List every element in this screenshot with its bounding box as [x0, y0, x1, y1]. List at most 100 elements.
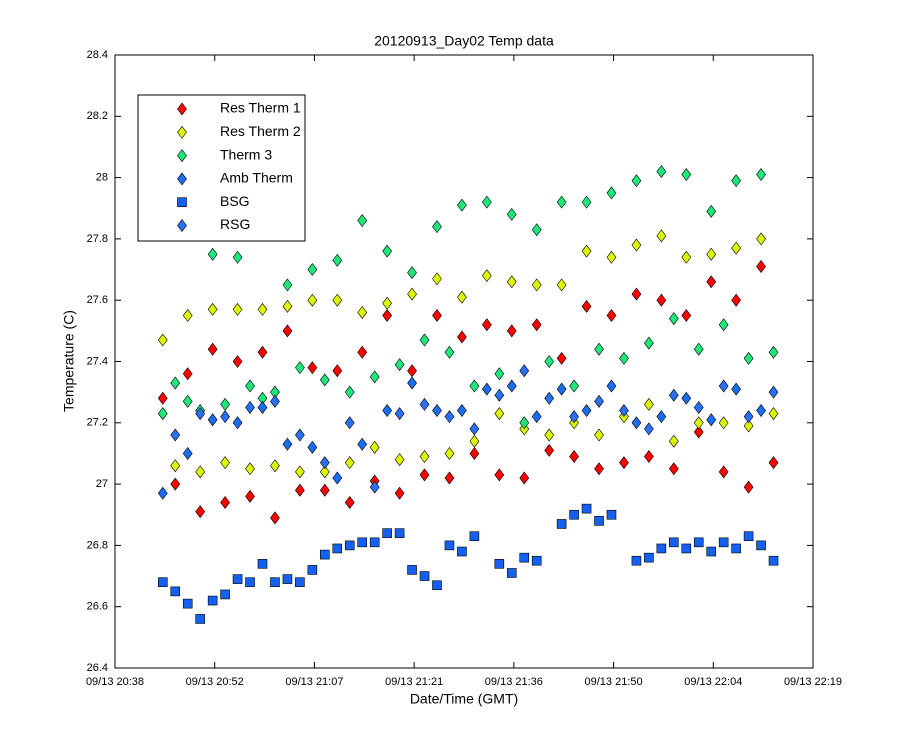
- legend-marker: [177, 172, 187, 186]
- x-tick-label: 09/13 21:21: [385, 676, 443, 688]
- marker: [668, 434, 679, 448]
- marker: [656, 293, 667, 307]
- marker: [344, 385, 355, 399]
- marker: [631, 238, 642, 252]
- marker: [531, 223, 542, 237]
- marker: [332, 293, 343, 307]
- marker: [606, 509, 617, 520]
- legend-marker: [177, 149, 187, 163]
- marker: [419, 397, 430, 411]
- marker: [768, 345, 779, 359]
- x-tick-label: 09/13 22:19: [784, 676, 842, 688]
- x-tick-label: 09/13 21:36: [485, 676, 543, 688]
- marker: [232, 250, 243, 264]
- marker: [419, 333, 430, 347]
- marker: [631, 416, 642, 430]
- marker: [182, 446, 193, 460]
- y-tick-label: 27.4: [87, 355, 108, 367]
- y-tick-label: 27.8: [87, 233, 108, 245]
- x-tick-label: 09/13 20:38: [86, 676, 144, 688]
- marker: [157, 333, 168, 347]
- marker: [506, 324, 517, 338]
- marker: [594, 428, 604, 442]
- marker: [743, 410, 754, 424]
- marker: [394, 407, 405, 421]
- marker: [644, 450, 654, 464]
- marker: [220, 410, 230, 424]
- marker: [656, 410, 667, 424]
- marker: [506, 379, 517, 393]
- marker: [668, 312, 679, 326]
- marker: [369, 537, 380, 548]
- marker: [569, 379, 579, 393]
- marker: [207, 247, 218, 261]
- marker: [581, 244, 592, 258]
- marker: [407, 266, 417, 280]
- marker: [207, 342, 218, 356]
- marker: [556, 278, 567, 292]
- marker: [157, 407, 168, 421]
- marker: [369, 370, 380, 384]
- marker: [706, 413, 717, 427]
- marker: [319, 465, 330, 479]
- marker: [170, 376, 181, 390]
- marker: [332, 543, 343, 554]
- marker: [257, 345, 268, 359]
- marker: [457, 330, 467, 344]
- legend-marker: [177, 125, 187, 139]
- x-tick-label: 09/13 21:07: [285, 676, 343, 688]
- marker: [656, 543, 667, 554]
- marker: [207, 595, 218, 606]
- marker: [768, 555, 779, 566]
- marker: [270, 459, 280, 473]
- marker: [718, 416, 729, 430]
- marker: [282, 574, 293, 584]
- marker: [245, 489, 255, 503]
- marker: [257, 400, 268, 414]
- marker: [469, 379, 480, 393]
- marker: [631, 555, 642, 566]
- marker: [718, 465, 729, 479]
- marker: [569, 509, 579, 520]
- marker: [581, 195, 592, 209]
- marker: [444, 345, 455, 359]
- marker: [706, 247, 717, 261]
- marker: [344, 456, 355, 470]
- marker: [756, 404, 766, 418]
- marker: [506, 568, 517, 578]
- legend-marker: [177, 197, 187, 207]
- marker: [731, 543, 741, 554]
- marker: [581, 503, 592, 514]
- marker: [606, 186, 617, 200]
- marker: [195, 407, 206, 421]
- marker: [407, 364, 417, 378]
- marker: [394, 358, 405, 372]
- marker: [344, 495, 355, 509]
- marker: [220, 397, 230, 411]
- marker: [232, 574, 243, 584]
- marker: [295, 483, 305, 497]
- marker: [232, 355, 243, 368]
- marker: [382, 244, 393, 258]
- marker: [195, 465, 206, 479]
- marker: [681, 309, 692, 323]
- marker: [419, 468, 430, 482]
- marker: [731, 241, 742, 255]
- marker: [644, 397, 654, 411]
- marker: [544, 428, 555, 442]
- marker: [743, 480, 754, 494]
- marker: [481, 318, 492, 332]
- marker: [668, 388, 679, 402]
- marker: [531, 555, 542, 566]
- marker: [307, 361, 318, 375]
- marker: [619, 404, 629, 418]
- marker: [407, 287, 417, 301]
- marker: [295, 361, 305, 375]
- marker: [332, 364, 343, 378]
- marker: [756, 232, 766, 246]
- marker: [469, 422, 480, 436]
- marker: [319, 456, 330, 470]
- marker: [494, 558, 505, 569]
